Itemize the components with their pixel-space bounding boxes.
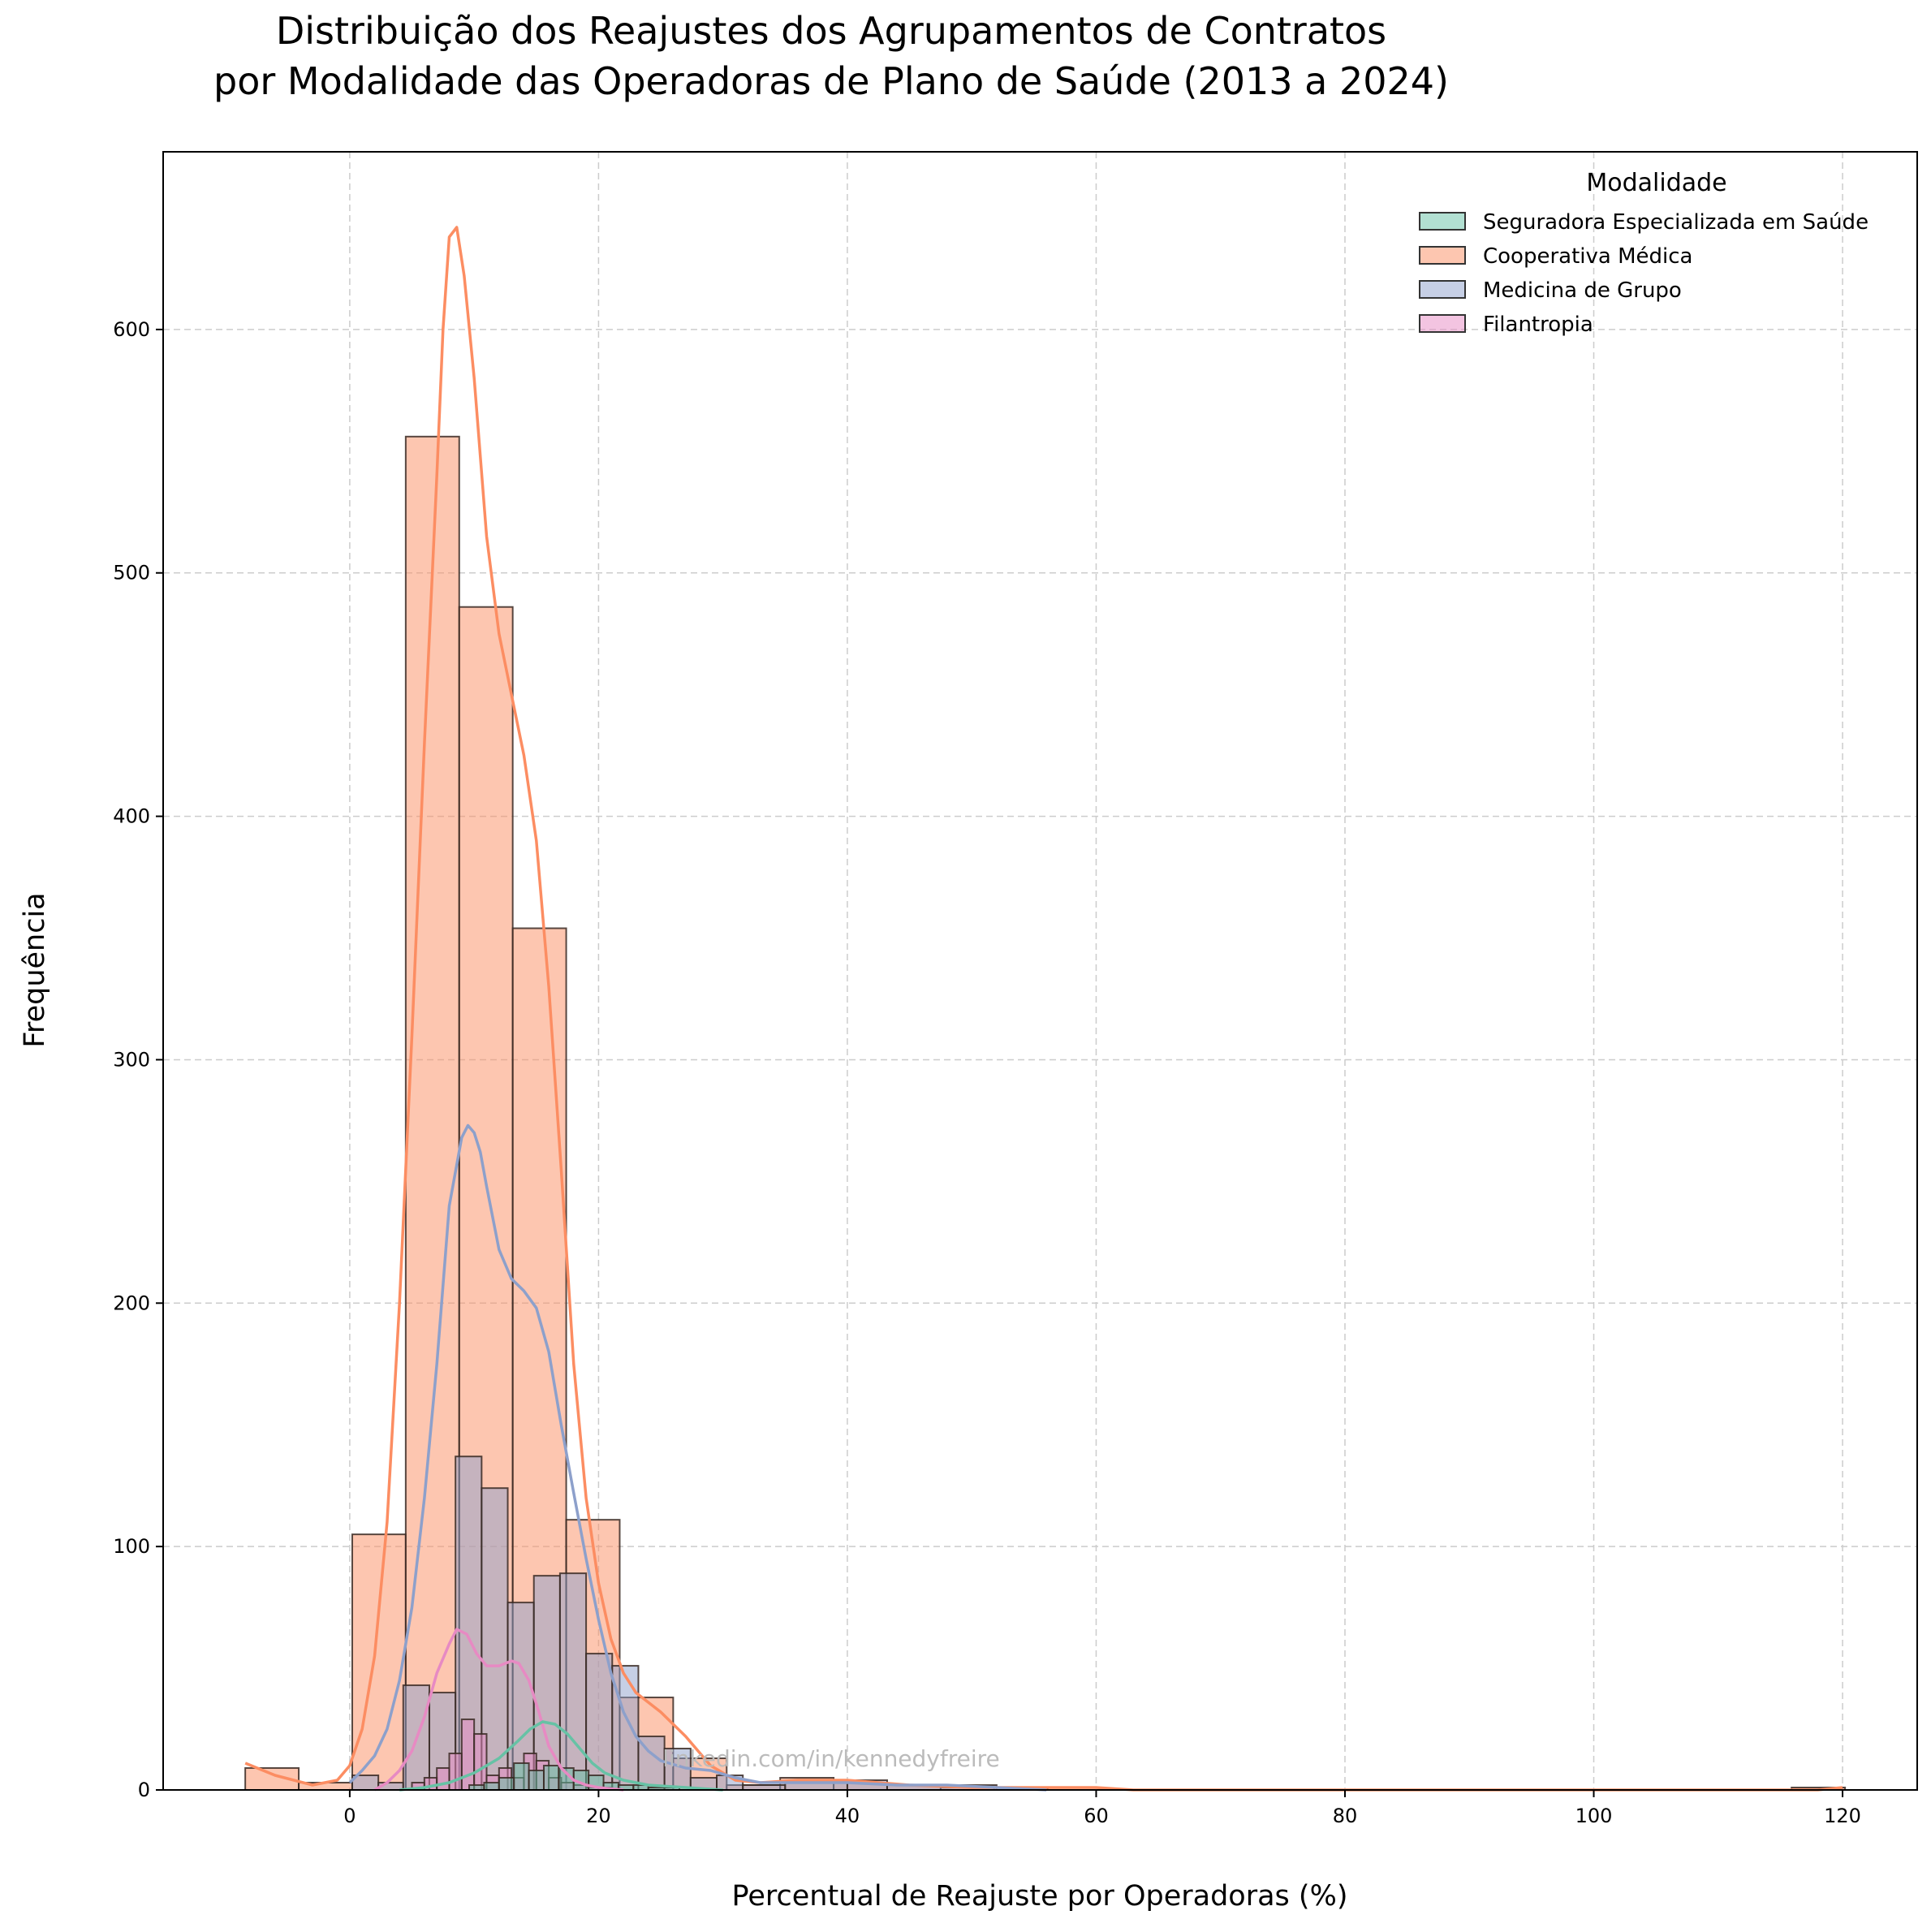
x-tick-label: 80 [1333,1805,1358,1827]
x-axis-ticks: 0 20 40 60 80 100 120 [343,1790,1861,1827]
legend-label-cooperativa: Cooperativa Médica [1483,244,1692,269]
bar-filantropia [460,1719,476,1791]
legend-label-medicina: Medicina de Grupo [1483,278,1682,303]
watermark: linkedin.com/in/kennedyfreire [662,1745,1000,1772]
bar-filantropia [448,1753,463,1791]
x-tick-label: 20 [586,1805,611,1827]
x-tick-label: 60 [1084,1805,1109,1827]
legend-label-filantropia: Filantropia [1483,313,1593,337]
legend-item-medicina: Medicina de Grupo [1419,278,1682,303]
y-tick-label: 600 [113,318,150,341]
legend-item-seguradora: Seguradora Especializada em Saúde [1419,210,1869,235]
bar-seguradora-especializada-em-saude [528,1770,545,1792]
y-tick-label: 0 [138,1779,150,1801]
legend-item-cooperativa: Cooperativa Médica [1419,244,1692,269]
legend-item-filantropia: Filantropia [1419,313,1593,337]
bar-cooperativa-medica [351,1533,407,1791]
kde-line-medicina-de-grupo [348,1123,1047,1792]
y-tick-label: 400 [113,805,150,828]
plot-area-frame [162,151,1918,1791]
bar-seguradora-especializada-em-saude [513,1762,530,1792]
bar-seguradora-especializada-em-saude [483,1782,500,1791]
kde-line-seguradora-especializada-em-saude [399,1720,723,1792]
x-tick-label: 100 [1575,1805,1613,1827]
y-tick-label: 500 [113,562,150,584]
kde-curves [244,226,1843,1792]
bar-cooperativa-medica [404,435,460,1791]
legend: Modalidade Seguradora Especializada em S… [1419,169,1869,337]
legend-title: Modalidade [1586,169,1726,197]
bar-filantropia [473,1733,488,1792]
bar-filantropia [436,1767,450,1792]
chart-title-line-2: por Modalidade das Operadoras de Plano d… [213,59,1449,103]
bars-seguradora-especializada-em-saude [468,1762,681,1792]
bar-medicina-de-grupo [611,1665,640,1791]
bar-seguradora-especializada-em-saude [542,1765,560,1792]
legend-swatch-cooperativa [1419,246,1466,265]
kde-line-filantropia [373,1628,624,1792]
y-axis-ticks: 0 100 200 300 400 500 600 [113,318,163,1801]
grid-lines [163,152,1917,1791]
y-tick-label: 100 [113,1535,150,1558]
y-tick-label: 300 [113,1048,150,1071]
y-tick-label: 200 [113,1292,150,1314]
x-tick-label: 120 [1824,1805,1861,1827]
legend-label-seguradora: Seguradora Especializada em Saúde [1483,210,1869,235]
bar-seguradora-especializada-em-saude [498,1777,515,1791]
legend-swatch-seguradora [1419,212,1466,231]
legend-swatch-filantropia [1419,314,1466,333]
y-axis-label: Frequência [19,892,51,1047]
chart-title-line-1: Distribuição dos Reajustes dos Agrupamen… [276,9,1386,53]
histogram-bars [244,435,1847,1792]
legend-swatch-medicina [1419,280,1466,299]
x-tick-label: 0 [343,1805,356,1827]
x-tick-label: 40 [835,1805,860,1827]
x-axis-label: Percentual de Reajuste por Operadoras (%… [732,1880,1348,1913]
bar-medicina-de-grupo [532,1575,561,1791]
bar-medicina-de-grupo [558,1572,588,1791]
